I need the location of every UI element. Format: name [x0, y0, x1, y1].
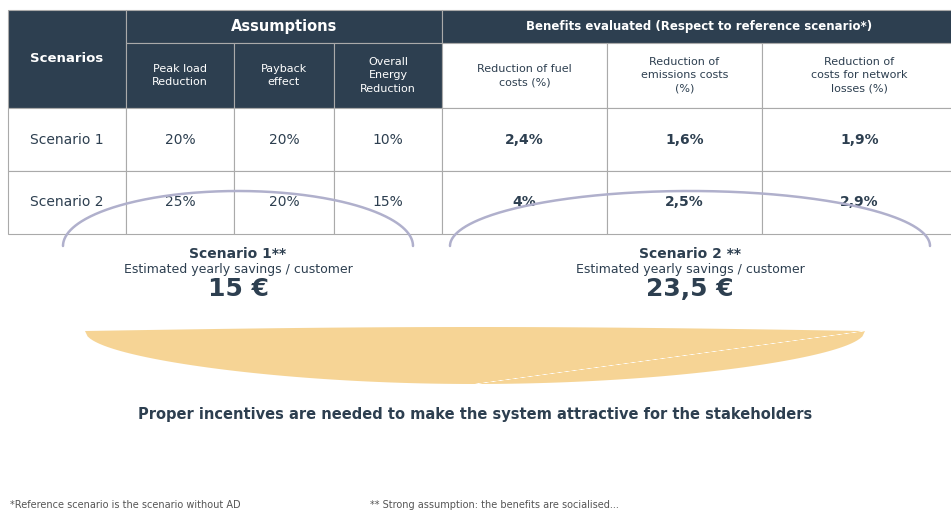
Text: Payback
effect: Payback effect [261, 64, 307, 87]
Text: Reduction of
costs for network
losses (%): Reduction of costs for network losses (%… [811, 57, 908, 94]
Bar [334, 108, 442, 171]
Text: Estimated yearly savings / customer: Estimated yearly savings / customer [124, 263, 353, 276]
Text: 2,9%: 2,9% [840, 196, 879, 210]
Bar [442, 43, 607, 108]
Text: 1,9%: 1,9% [840, 132, 879, 146]
Bar [334, 43, 442, 108]
Bar [442, 108, 607, 171]
Bar [126, 108, 234, 171]
Text: Estimated yearly savings / customer: Estimated yearly savings / customer [575, 263, 805, 276]
Text: Reduction of
emissions costs
(%): Reduction of emissions costs (%) [641, 57, 728, 94]
Bar [762, 43, 951, 108]
Text: 20%: 20% [269, 196, 300, 210]
Bar [8, 10, 126, 108]
Bar [234, 43, 334, 108]
Text: 1,6%: 1,6% [665, 132, 704, 146]
Text: Scenario 2: Scenario 2 [30, 196, 104, 210]
Text: *Reference scenario is the scenario without AD: *Reference scenario is the scenario with… [10, 500, 241, 510]
Bar [234, 171, 334, 234]
Text: Peak load
Reduction: Peak load Reduction [152, 64, 208, 87]
Bar [442, 171, 607, 234]
Text: 25%: 25% [165, 196, 195, 210]
Bar [126, 10, 442, 43]
Bar [607, 43, 762, 108]
Text: 15 €: 15 € [207, 277, 268, 301]
Text: 10%: 10% [373, 132, 403, 146]
Bar [8, 171, 126, 234]
Text: Proper incentives are needed to make the system attractive for the stakeholders: Proper incentives are needed to make the… [138, 406, 812, 421]
Text: 20%: 20% [165, 132, 195, 146]
Bar [126, 171, 234, 234]
Text: Overall
Energy
Reduction: Overall Energy Reduction [360, 57, 416, 94]
Text: Benefits evaluated (Respect to reference scenario*): Benefits evaluated (Respect to reference… [527, 20, 873, 33]
Text: Scenario 2 **: Scenario 2 ** [639, 247, 741, 261]
Bar [762, 108, 951, 171]
Bar [607, 108, 762, 171]
Text: ** Strong assumption: the benefits are socialised...: ** Strong assumption: the benefits are s… [370, 500, 619, 510]
Text: 23,5 €: 23,5 € [646, 277, 734, 301]
Bar [442, 10, 951, 43]
Text: Scenario 1: Scenario 1 [30, 132, 104, 146]
Text: Scenario 1**: Scenario 1** [189, 247, 286, 261]
Text: Scenarios: Scenarios [30, 53, 104, 65]
Bar [234, 108, 334, 171]
Bar [334, 171, 442, 234]
Text: 4%: 4% [513, 196, 536, 210]
Text: Reduction of fuel
costs (%): Reduction of fuel costs (%) [477, 64, 572, 87]
Text: Assumptions: Assumptions [231, 19, 338, 34]
Bar [8, 108, 126, 171]
Bar [126, 43, 234, 108]
Text: 2,4%: 2,4% [505, 132, 544, 146]
Text: 20%: 20% [269, 132, 300, 146]
Bar [762, 171, 951, 234]
Bar [607, 171, 762, 234]
Text: 15%: 15% [373, 196, 403, 210]
Polygon shape [85, 327, 865, 384]
Text: 2,5%: 2,5% [665, 196, 704, 210]
